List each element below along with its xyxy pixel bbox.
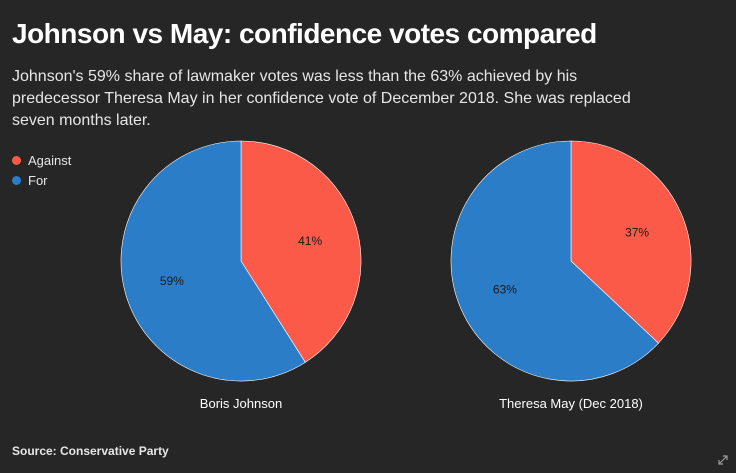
pie-chart-1: 41% 59% Boris Johnson	[120, 140, 362, 411]
pie-slice-label-for: 59%	[160, 274, 184, 288]
page-title: Johnson vs May: confidence votes compare…	[12, 18, 597, 49]
pie-slice-label-against: 41%	[298, 234, 322, 248]
page-subtitle: Johnson's 59% share of lawmaker votes wa…	[12, 68, 631, 129]
legend-dot-for	[12, 175, 21, 185]
expand-icon[interactable]	[718, 455, 728, 465]
pie-slice-against[interactable]	[570, 140, 692, 344]
legend: Against For	[12, 150, 71, 190]
pie-chart-title: Theresa May (Dec 2018)	[499, 396, 643, 411]
legend-dot-against	[12, 155, 21, 165]
legend-label-for: For	[28, 172, 48, 188]
legend-label-against: Against	[28, 152, 72, 168]
pie-slice-label-for: 63%	[493, 283, 517, 297]
legend-item-against: Against	[12, 150, 71, 170]
pie-slice-for[interactable]	[120, 140, 306, 382]
pie-slice-label-against: 37%	[625, 225, 649, 239]
source-note: Source: Conservative Party	[12, 444, 169, 458]
legend-item-for: For	[12, 170, 71, 190]
pie-slice-against[interactable]	[240, 140, 362, 363]
pie-slice-for[interactable]	[450, 140, 659, 382]
pie-chart-2: 37% 63% Theresa May (Dec 2018)	[450, 140, 692, 411]
pie-chart-title: Boris Johnson	[200, 396, 282, 411]
